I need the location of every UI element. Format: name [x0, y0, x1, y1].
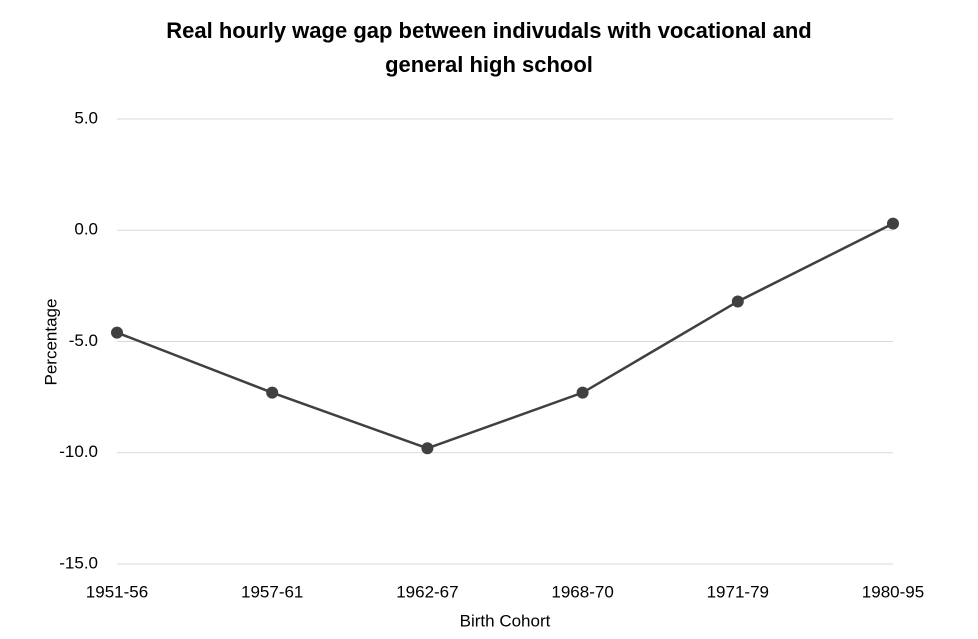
line	[116, 222, 894, 450]
y-tick-label: -5.0	[69, 331, 98, 350]
x-tick-label: 1957-61	[241, 582, 303, 601]
y-axis-label: Percentage	[41, 299, 60, 386]
x-tick-label: 1980-95	[862, 582, 924, 601]
x-tick-label: 1962-67	[396, 582, 458, 601]
x-tick-label: 1971-79	[707, 582, 769, 601]
x-tick-label: 1951-56	[86, 582, 148, 601]
y-tick-label: -15.0	[59, 553, 98, 572]
x-tick-label: 1968-70	[551, 582, 613, 601]
y-tick-label: -10.0	[59, 442, 98, 461]
y-tick-label: 0.0	[74, 220, 98, 239]
point	[731, 295, 744, 308]
point	[421, 442, 434, 455]
chart-title: Real hourly wage gap between indivudals …	[166, 18, 812, 77]
y-tick-label: 5.0	[74, 108, 98, 127]
point	[887, 217, 899, 230]
x-axis-label: Birth Cohort	[460, 611, 551, 630]
point	[266, 386, 279, 399]
point	[111, 326, 123, 339]
point	[576, 386, 589, 399]
